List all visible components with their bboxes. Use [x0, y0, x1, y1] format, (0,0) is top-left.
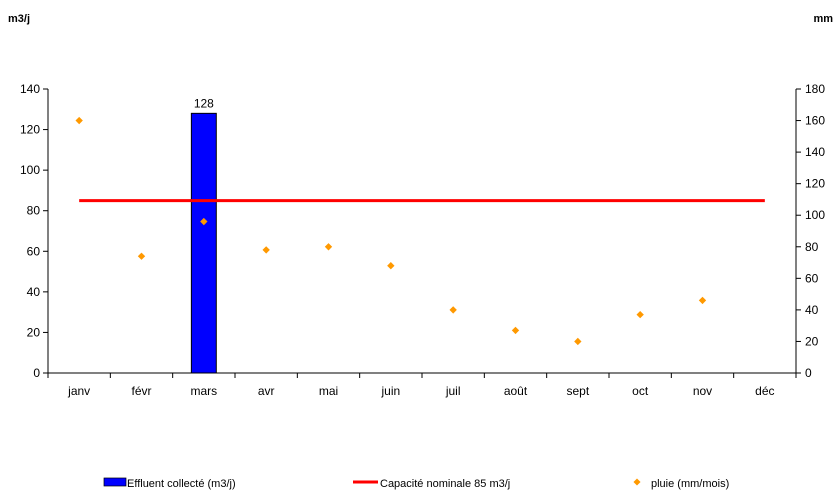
x-tick-label: mars: [190, 384, 217, 398]
y-left-tick-label: 20: [27, 325, 41, 339]
rain-point: [262, 246, 269, 253]
y-left-tick-label: 60: [27, 244, 41, 258]
marks: 128: [75, 96, 764, 373]
x-tick-label: déc: [755, 384, 774, 398]
rain-point: [512, 327, 519, 334]
y-left-tick-label: 100: [20, 163, 40, 177]
x-tick-label: févr: [131, 384, 151, 398]
x-tick-label: août: [504, 384, 528, 398]
rain-point: [449, 306, 456, 313]
x-tick-label: oct: [632, 384, 649, 398]
y-left-tick-label: 120: [20, 123, 40, 137]
y-right-tick-label: 120: [805, 177, 825, 191]
y-left-tick-label: 0: [33, 366, 40, 380]
y-left-tick-label: 80: [27, 204, 41, 218]
bar: [191, 113, 216, 373]
left-axis-unit: m3/j: [8, 13, 30, 25]
y-right-tick-label: 20: [805, 334, 819, 348]
rain-point: [75, 117, 82, 124]
rain-point: [636, 311, 643, 318]
y-right-tick-label: 140: [805, 145, 825, 159]
legend-swatch-rain: [633, 478, 640, 485]
axes: 0 20 40 60 80 100 120 140 0 20 40 60 80 100 120 140 160 1…: [20, 82, 825, 398]
legend-label-rain: pluie (mm/mois): [651, 478, 729, 490]
y-left-tick-label: 140: [20, 82, 40, 96]
legend-label-capacity: Capacité nominale 85 m3/j: [380, 478, 510, 490]
y-right-tick-label: 100: [805, 208, 825, 222]
bar-data-label: 128: [194, 96, 214, 110]
x-tick-label: juin: [380, 384, 400, 398]
x-tick-label: nov: [693, 384, 712, 398]
rain-point: [574, 338, 581, 345]
rain-point: [138, 253, 145, 260]
right-axis-unit: mm: [813, 13, 833, 25]
x-tick-label: juil: [445, 384, 461, 398]
x-tick-label: avr: [258, 384, 275, 398]
x-tick-label: janv: [67, 384, 90, 398]
legend-swatch-effluent: [104, 478, 126, 486]
x-tick-label: sept: [566, 384, 589, 398]
y-right-tick-label: 80: [805, 240, 819, 254]
legend-label-effluent: Effluent collecté (m3/j): [127, 478, 236, 490]
y-left-tick-label: 40: [27, 285, 41, 299]
x-tick-label: mai: [319, 384, 338, 398]
rain-point: [699, 297, 706, 304]
y-right-tick-label: 40: [805, 303, 819, 317]
rain-point: [387, 262, 394, 269]
y-right-tick-label: 180: [805, 82, 825, 96]
y-right-tick-label: 0: [805, 366, 812, 380]
rain-point: [325, 243, 332, 250]
y-right-tick-label: 60: [805, 271, 819, 285]
y-right-tick-label: 160: [805, 114, 825, 128]
legend: Effluent collecté (m3/j) Capacité nomina…: [104, 478, 729, 490]
